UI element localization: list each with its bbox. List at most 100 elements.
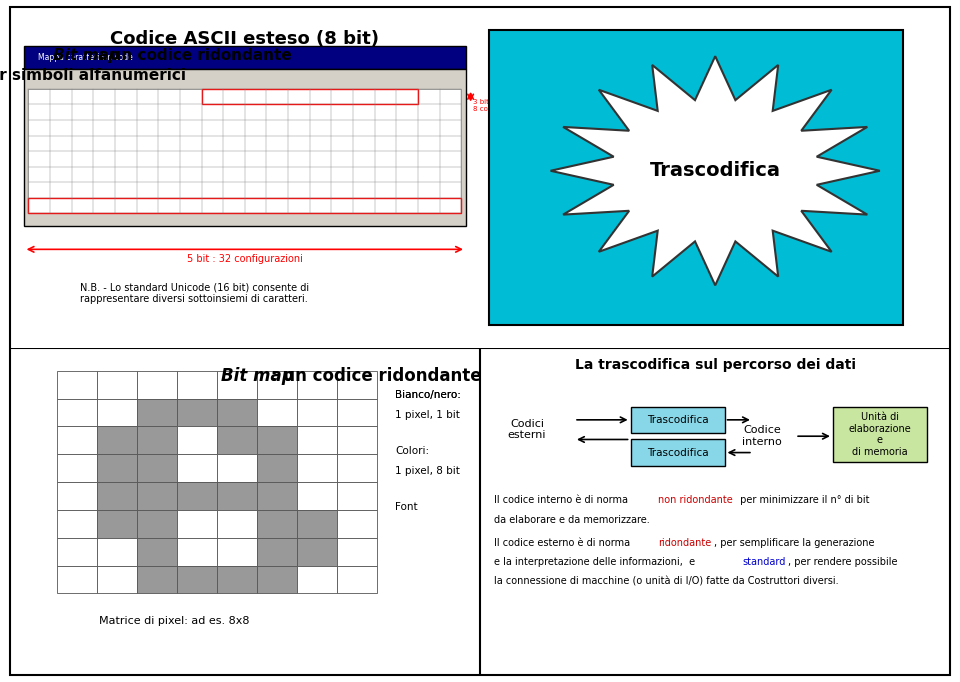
Text: Trascodifica: Trascodifica — [647, 415, 708, 425]
Bar — [29, 89, 461, 213]
Text: Il codice esterno è di norma: Il codice esterno è di norma — [494, 537, 634, 548]
Bar — [136, 510, 177, 537]
Text: per simboli alfanumerici: per simboli alfanumerici — [0, 68, 185, 83]
Text: 5 bit : 32 configurazioni: 5 bit : 32 configurazioni — [187, 254, 302, 264]
Bar — [29, 198, 461, 213]
Bar — [97, 426, 136, 454]
Bar — [177, 398, 217, 426]
Bar — [97, 398, 136, 426]
Bar — [57, 454, 97, 482]
Bar — [97, 537, 136, 565]
Bar — [337, 565, 376, 593]
Text: 1 pixel, 8 bit: 1 pixel, 8 bit — [396, 466, 460, 475]
Bar — [177, 510, 217, 537]
Text: Trascodifica: Trascodifica — [650, 161, 780, 180]
Bar — [97, 565, 136, 593]
Bar — [177, 426, 217, 454]
Text: Bit map: Bit map — [221, 368, 294, 385]
Bar — [490, 30, 903, 325]
Bar — [256, 426, 297, 454]
Bar — [136, 454, 177, 482]
Text: Trascodifica: Trascodifica — [647, 447, 708, 458]
FancyBboxPatch shape — [631, 439, 725, 466]
Bar — [337, 371, 376, 398]
Text: : un codice ridondante: : un codice ridondante — [99, 48, 292, 63]
Bar — [57, 510, 97, 537]
Bar — [177, 482, 217, 510]
Bar — [97, 510, 136, 537]
Bar — [136, 398, 177, 426]
Bar — [337, 510, 376, 537]
Bar — [297, 510, 337, 537]
Text: , per rendere possibile: , per rendere possibile — [787, 557, 898, 567]
Bar — [337, 454, 376, 482]
Text: Bit map: Bit map — [53, 48, 119, 63]
Bar — [136, 371, 177, 398]
Text: 3 bit
8 conf: 3 bit 8 conf — [473, 99, 494, 112]
Text: Matrice di pixel: ad es. 8x8: Matrice di pixel: ad es. 8x8 — [99, 617, 250, 626]
Text: N.B. - Lo standard Unicode (16 bit) consente di
rappresentare diversi sottoinsie: N.B. - Lo standard Unicode (16 bit) cons… — [80, 282, 309, 303]
Text: e la interpretazione delle informazioni,  e: e la interpretazione delle informazioni,… — [494, 557, 698, 567]
Bar — [217, 482, 256, 510]
Bar — [97, 454, 136, 482]
Text: Mappa caratteri Unicode: Mappa caratteri Unicode — [37, 53, 132, 62]
Bar — [136, 482, 177, 510]
Text: , per semplificare la generazione: , per semplificare la generazione — [714, 537, 875, 548]
Bar — [217, 371, 256, 398]
Bar — [297, 454, 337, 482]
Bar — [57, 537, 97, 565]
Bar — [97, 482, 136, 510]
Bar — [297, 426, 337, 454]
Bar — [177, 454, 217, 482]
Text: Codice
interno: Codice interno — [742, 426, 782, 447]
Polygon shape — [550, 56, 879, 285]
Text: Codici
esterni: Codici esterni — [508, 419, 546, 441]
Text: 1 pixel, 1 bit: 1 pixel, 1 bit — [396, 410, 460, 420]
Text: la connessione di macchine (o unità di I/O) fatte da Costruttori diversi.: la connessione di macchine (o unità di I… — [494, 577, 839, 587]
Text: La trascodifica sul percorso dei dati: La trascodifica sul percorso dei dati — [575, 357, 855, 372]
Text: Codice ASCII esteso (8 bit): Codice ASCII esteso (8 bit) — [110, 30, 379, 48]
Text: Colori:: Colori: — [396, 446, 429, 456]
Bar — [97, 371, 136, 398]
Bar — [217, 510, 256, 537]
Bar — [57, 398, 97, 426]
Bar — [256, 454, 297, 482]
Bar — [136, 565, 177, 593]
Bar — [57, 371, 97, 398]
Text: 6: 6 — [921, 651, 931, 668]
Text: standard: standard — [742, 557, 786, 567]
Text: : un codice ridondante: : un codice ridondante — [271, 368, 481, 385]
Text: Bianco/nero:: Bianco/nero: — [396, 390, 461, 400]
Text: per minimizzare il n° di bit: per minimizzare il n° di bit — [737, 495, 870, 505]
Bar — [297, 398, 337, 426]
Bar — [297, 371, 337, 398]
Text: Bianco/nero:: Bianco/nero: — [396, 390, 461, 400]
Bar — [136, 426, 177, 454]
Text: Font: Font — [396, 502, 418, 512]
Bar — [217, 426, 256, 454]
Bar — [297, 482, 337, 510]
Bar — [217, 398, 256, 426]
Bar — [24, 70, 466, 226]
Text: Il codice interno è di norma: Il codice interno è di norma — [494, 495, 632, 505]
Text: non ridondante: non ridondante — [658, 495, 732, 505]
FancyBboxPatch shape — [631, 406, 725, 433]
Text: Unità di
elaborazione
e
di memoria: Unità di elaborazione e di memoria — [849, 412, 911, 457]
Bar — [136, 537, 177, 565]
Bar — [177, 371, 217, 398]
Bar — [337, 426, 376, 454]
Text: ridondante: ridondante — [658, 537, 711, 548]
Text: da elaborare e da memorizzare.: da elaborare e da memorizzare. — [494, 515, 650, 524]
Bar — [217, 454, 256, 482]
Bar — [217, 565, 256, 593]
Bar — [256, 537, 297, 565]
Bar — [337, 482, 376, 510]
FancyBboxPatch shape — [832, 406, 927, 462]
Bar — [337, 537, 376, 565]
Bar — [256, 482, 297, 510]
Bar — [256, 510, 297, 537]
Bar — [57, 482, 97, 510]
Bar — [256, 371, 297, 398]
Bar — [217, 537, 256, 565]
Bar — [202, 89, 418, 104]
